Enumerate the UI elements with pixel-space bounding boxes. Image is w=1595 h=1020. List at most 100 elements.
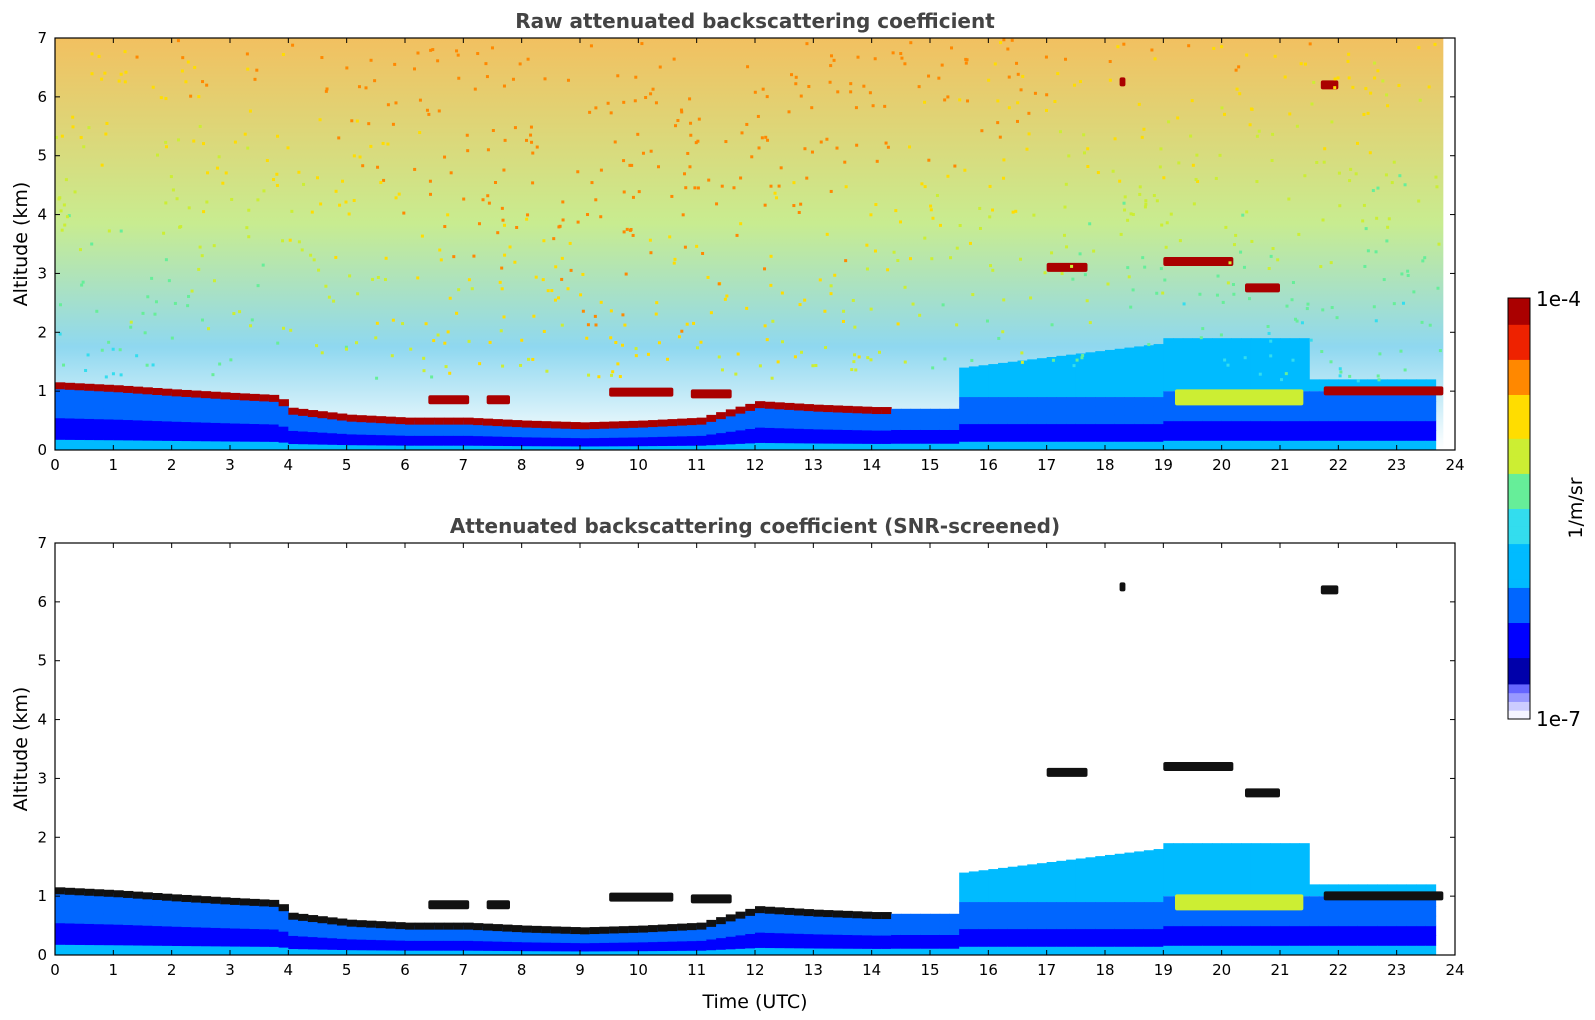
bl-cell <box>385 429 396 436</box>
bl-cell <box>502 431 513 437</box>
noise-pixel <box>955 323 959 327</box>
bl-cell <box>259 928 270 939</box>
bl-cell <box>599 946 610 952</box>
noise-pixel <box>966 99 970 103</box>
bl-cell <box>1348 925 1359 936</box>
bl-cell <box>268 406 280 416</box>
bl-cell <box>346 928 357 935</box>
noise-pixel <box>104 375 108 379</box>
bl-cell <box>356 439 367 446</box>
bl-cell <box>1386 945 1398 955</box>
bl-cell <box>1386 430 1398 441</box>
noise-pixel <box>1417 46 1421 50</box>
bl-cell <box>1270 905 1281 917</box>
noise-pixel <box>648 238 652 242</box>
bl-cell <box>113 944 124 955</box>
plume-cell <box>1348 379 1359 392</box>
bl-cell <box>1095 910 1106 921</box>
plume-cell <box>1367 884 1378 897</box>
bl-cell <box>307 924 319 931</box>
noise-pixel <box>1392 160 1396 164</box>
noise-pixel <box>355 341 359 345</box>
plume-cell <box>1396 884 1407 897</box>
noise-pixel <box>1085 299 1089 303</box>
noise-pixel <box>490 46 494 50</box>
x-tick-label: 13 <box>804 961 823 979</box>
noise-pixel <box>1160 223 1164 227</box>
bl-cell <box>268 911 280 921</box>
noise-pixel <box>576 220 580 224</box>
noise-pixel <box>180 69 184 73</box>
noise-pixel <box>1006 47 1010 51</box>
bl-cell <box>541 933 552 939</box>
x-tick-label: 21 <box>1270 961 1289 979</box>
noise-pixel <box>829 54 833 58</box>
bl-cell <box>842 429 853 437</box>
bl-cell <box>249 946 260 955</box>
bl-cell <box>968 937 980 947</box>
noise-pixel <box>763 324 767 328</box>
noise-pixel <box>1143 265 1147 269</box>
bl-cell <box>677 945 688 951</box>
noise-pixel <box>568 241 572 245</box>
noise-pixel <box>255 68 259 72</box>
noise-pixel <box>853 325 857 329</box>
bl-cell <box>220 927 231 938</box>
bl-cell <box>463 440 474 446</box>
bl-cell <box>1085 937 1096 947</box>
bl-cell <box>1416 925 1427 936</box>
bl-cell <box>1318 925 1330 936</box>
bl-cell <box>346 949 357 955</box>
bl-cell <box>1396 925 1407 936</box>
panel-screened-title: Attenuated backscattering coefficient (S… <box>450 514 1060 538</box>
plume-cell <box>1377 884 1388 897</box>
bl-cell <box>803 947 814 955</box>
bl-cell <box>385 949 396 955</box>
noise-pixel <box>467 278 471 282</box>
bl-cell <box>531 441 542 447</box>
cloud-cell <box>142 387 153 395</box>
plume-cell <box>1328 379 1339 392</box>
bl-cell <box>939 443 951 450</box>
bl-cell <box>1338 440 1349 450</box>
bl-cell <box>1095 397 1106 407</box>
noise-pixel <box>151 85 155 89</box>
noise-pixel <box>765 338 769 342</box>
bl-cell <box>181 916 192 928</box>
noise-pixel <box>560 256 564 260</box>
noise-pixel <box>1243 356 1247 360</box>
bl-cell <box>317 931 328 938</box>
bl-cell <box>910 934 921 942</box>
bl-cell <box>259 946 270 955</box>
bl-cell <box>813 435 824 444</box>
noise-pixel <box>348 274 352 278</box>
noise-pixel <box>1255 134 1259 138</box>
bl-cell <box>891 436 902 444</box>
x-tick-label: 13 <box>804 456 823 474</box>
bl-cell <box>366 444 377 450</box>
bl-cell <box>560 433 571 438</box>
noise-pixel <box>500 266 504 270</box>
noise-pixel <box>1271 132 1275 136</box>
noise-pixel <box>1322 160 1326 164</box>
bl-cell <box>910 443 921 450</box>
noise-pixel <box>987 78 991 82</box>
noise-pixel <box>487 201 491 205</box>
noise-pixel <box>740 131 744 135</box>
noise-pixel <box>833 273 837 277</box>
noise-pixel <box>927 74 931 78</box>
bl-cell <box>648 432 659 438</box>
noise-pixel <box>931 366 935 370</box>
cloud-cell <box>861 911 873 919</box>
bl-cell <box>1367 410 1378 422</box>
bl-cell <box>230 927 241 938</box>
bl-cell <box>900 408 912 417</box>
bl-cell <box>249 937 260 947</box>
bl-cell <box>93 944 105 955</box>
bl-cell <box>1270 430 1281 441</box>
bl-cell <box>1153 910 1164 921</box>
bl-cell <box>599 942 610 948</box>
cloud-cell <box>638 420 649 428</box>
bl-cell <box>385 939 396 946</box>
noise-pixel <box>1016 119 1020 123</box>
